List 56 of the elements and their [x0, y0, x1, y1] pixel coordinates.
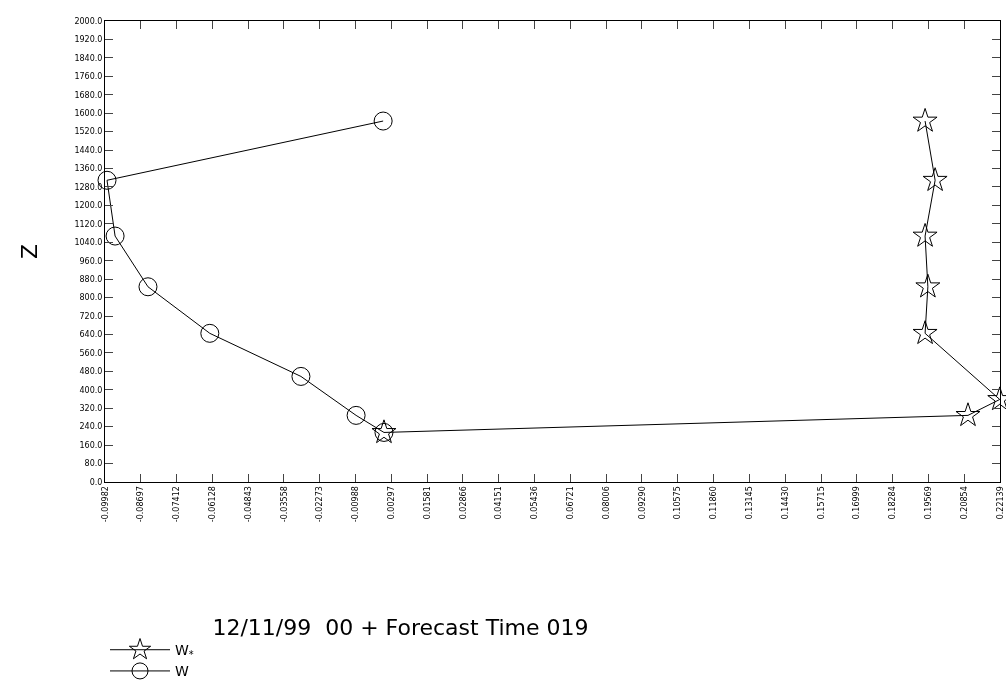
y-tick-label: 1840.0 — [74, 53, 103, 63]
x-tick-label: 0.05436 — [530, 486, 540, 520]
y-tick-label: 480.0 — [79, 367, 103, 377]
y-tick-label: 1360.0 — [74, 164, 103, 174]
legend-label: W — [175, 663, 189, 680]
y-tick-label: 160.0 — [79, 440, 103, 450]
y-tick-label: 1680.0 — [74, 90, 103, 100]
x-tick-label: -0.09982 — [100, 486, 110, 523]
y-tick-label: 1920.0 — [74, 35, 103, 45]
x-tick-label: 0.13145 — [745, 486, 754, 520]
x-tick-label: 0.11860 — [709, 486, 719, 520]
y-tick-label: 560.0 — [79, 348, 103, 358]
y-tick-label: 240.0 — [79, 422, 103, 432]
y-tick-label: 800.0 — [79, 293, 103, 303]
x-tick-label: 0.01581 — [422, 486, 432, 520]
y-tick-label: 1600.0 — [74, 109, 103, 118]
x-tick-label: -0.06128 — [207, 486, 217, 523]
y-tick-label: 400.0 — [79, 385, 103, 395]
y-tick-label: 960.0 — [79, 256, 103, 266]
y-tick-label: 80.0 — [84, 459, 103, 469]
y-tick-label: 1520.0 — [74, 127, 103, 137]
x-tick-label: -0.02273 — [315, 486, 325, 523]
x-tick-label: 0.22139 — [995, 486, 1005, 520]
x-tick-label: -0.08697 — [136, 486, 146, 523]
y-tick-label: 720.0 — [79, 311, 103, 321]
y-tick-label: 320.0 — [79, 404, 103, 414]
x-tick-label: -0.04843 — [243, 486, 253, 523]
x-tick-label: 0.10575 — [673, 486, 683, 520]
x-tick-label: 0.16999 — [852, 486, 862, 520]
x-tick-label: -0.00988 — [351, 486, 361, 523]
y-tick-label: 1200.0 — [74, 201, 103, 211]
x-tick-label: 0.09290 — [637, 486, 647, 520]
x-tick-label: 0.02866 — [458, 486, 468, 520]
x-tick-label: 0.18284 — [888, 486, 898, 520]
x-tick-label: 0.14430 — [780, 486, 790, 520]
y-axis-title: Z — [17, 243, 43, 260]
y-tick-label: 640.0 — [79, 330, 103, 340]
legend-label: W$_{*}$ — [175, 642, 194, 661]
x-tick-label: 0.19569 — [923, 486, 933, 520]
x-tick-label: -0.03558 — [279, 486, 289, 523]
x-tick-label: 0.20854 — [959, 486, 969, 520]
y-tick-label: 1040.0 — [74, 238, 103, 248]
x-tick-label: 0.04151 — [494, 486, 504, 520]
y-tick-label: 0.0 — [89, 477, 103, 487]
y-tick-label: 880.0 — [79, 274, 103, 284]
y-tick-label: 1440.0 — [74, 145, 103, 155]
y-tick-label: 1280.0 — [74, 182, 103, 192]
x-tick-label: 0.08006 — [601, 486, 611, 520]
x-tick-label: 0.15715 — [816, 486, 826, 520]
y-tick-label: 2000.0 — [74, 16, 103, 26]
text: 12/11/99 00 + Forecast Time 019 — [212, 614, 589, 640]
x-tick-label: -0.07412 — [172, 486, 182, 523]
x-tick-label: 0.06721 — [566, 486, 575, 520]
x-tick-label: 0.00297 — [387, 486, 397, 520]
y-tick-label: 1760.0 — [74, 72, 103, 82]
y-tick-label: 1120.0 — [74, 219, 103, 229]
